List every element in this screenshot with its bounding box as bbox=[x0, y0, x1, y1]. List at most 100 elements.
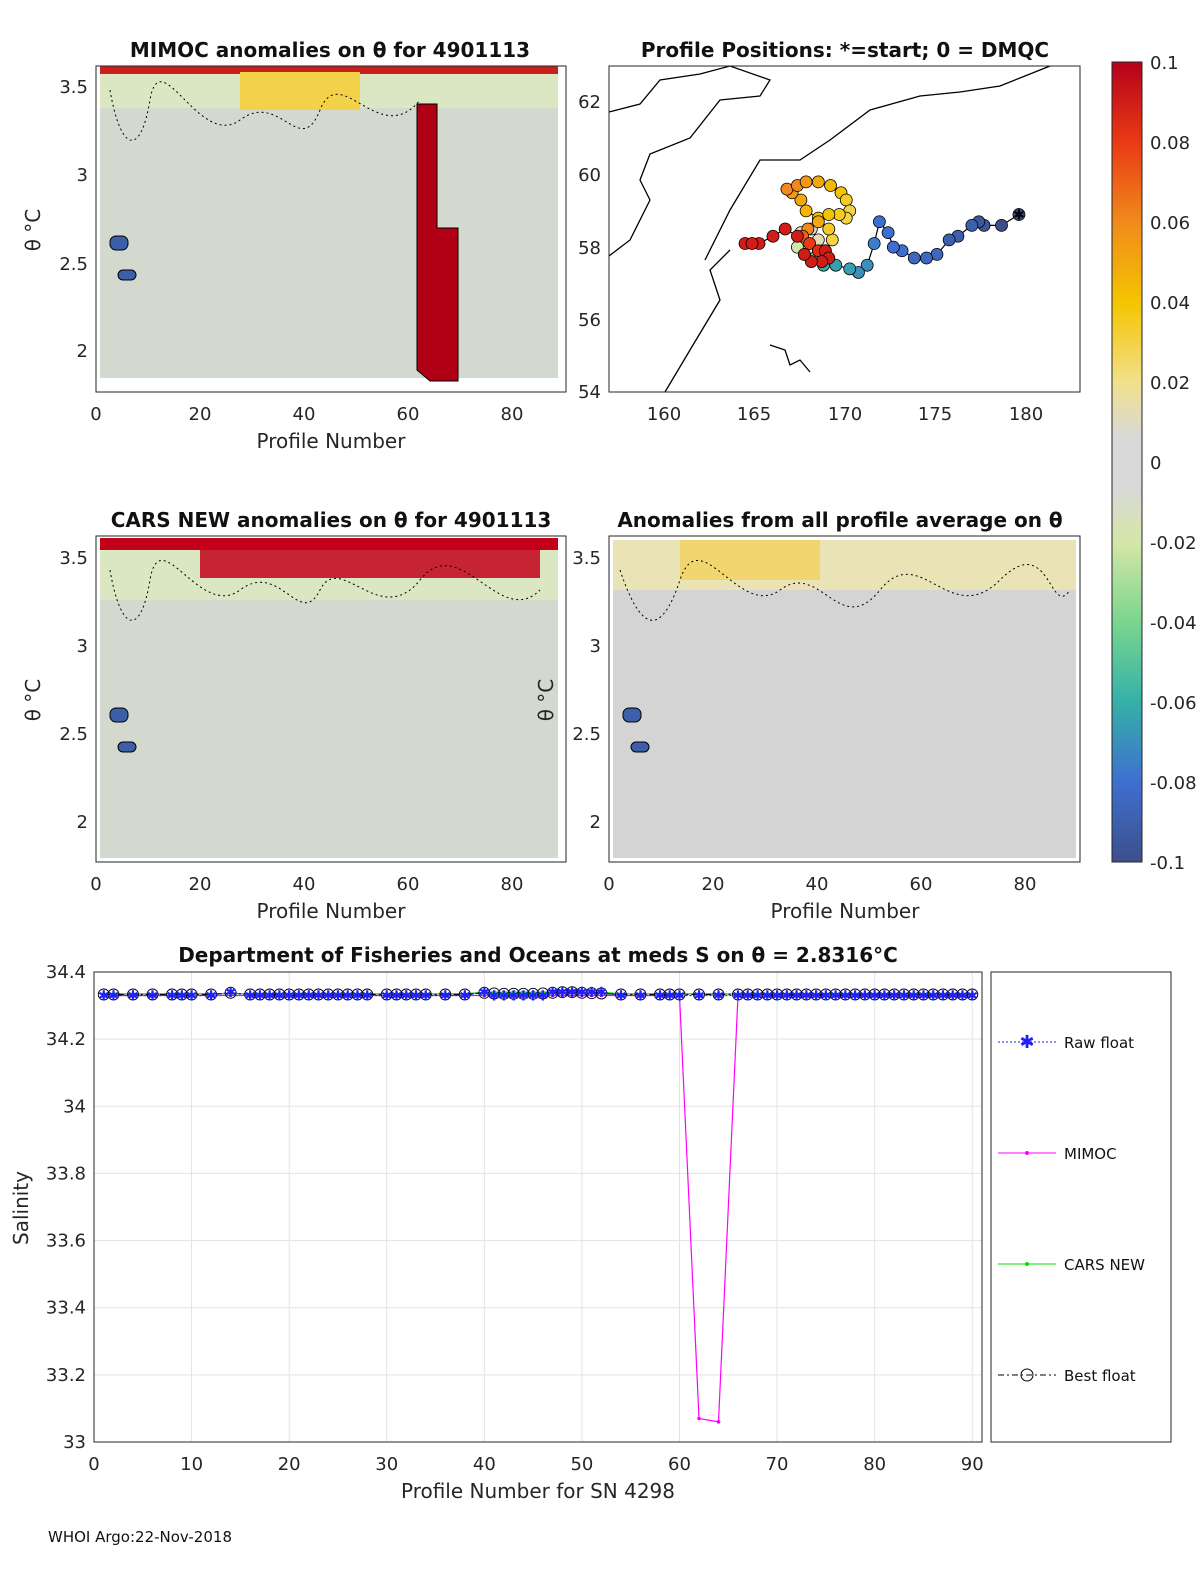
cars-axes-frame bbox=[95, 535, 567, 863]
x-tick: 0 bbox=[603, 874, 614, 895]
data-point bbox=[741, 988, 754, 1001]
avg-title: Anomalies from all profile average on θ bbox=[617, 508, 1062, 532]
data-point bbox=[185, 988, 198, 1001]
data-point bbox=[654, 988, 666, 1001]
data-point: ✱ bbox=[332, 989, 344, 1005]
data-point bbox=[585, 987, 598, 1000]
position-point bbox=[1012, 208, 1026, 221]
colorbar: 0.1 0.08 0.06 0.04 0.02 0 -0.02 -0.04 -0… bbox=[1111, 53, 1197, 874]
data-point bbox=[292, 988, 305, 1001]
position-point bbox=[942, 233, 956, 247]
data-point: ✱ bbox=[713, 989, 725, 1005]
cars-cold-patch-2 bbox=[117, 741, 137, 753]
data-point: ✱ bbox=[566, 985, 578, 1001]
data-point: ✱ bbox=[303, 989, 315, 1005]
data-point bbox=[868, 988, 881, 1001]
data-point: ✱ bbox=[771, 989, 783, 1005]
position-point bbox=[797, 247, 811, 261]
x-tick: 20 bbox=[278, 1454, 301, 1475]
data-point: ✱ bbox=[693, 989, 705, 1005]
x-tick: 175 bbox=[918, 404, 952, 425]
y-tick: 2.5 bbox=[59, 724, 88, 745]
data-point: ✱ bbox=[800, 989, 812, 1005]
coastline-kamchatka bbox=[664, 249, 731, 393]
data-point bbox=[511, 993, 516, 998]
position-point bbox=[791, 229, 804, 243]
x-tick: 165 bbox=[737, 404, 771, 425]
data-point: ✱ bbox=[517, 989, 529, 1005]
x-tick: 160 bbox=[647, 404, 681, 425]
position-point bbox=[824, 179, 837, 192]
salinity-xticks: 0 10 20 30 40 50 60 70 80 90 bbox=[88, 1454, 983, 1475]
data-point: ✱ bbox=[879, 989, 891, 1005]
data-point bbox=[634, 988, 647, 1001]
data-point bbox=[839, 988, 852, 1001]
data-point bbox=[419, 988, 432, 1001]
legend-entry-cars: CARS NEW bbox=[998, 1256, 1145, 1274]
x-tick: 0 bbox=[90, 404, 101, 425]
data-point: ✱ bbox=[313, 989, 325, 1005]
data-point bbox=[556, 986, 569, 999]
salinity-title: Department of Fisheries and Oceans at me… bbox=[178, 943, 898, 967]
position-point bbox=[811, 215, 825, 229]
data-point bbox=[888, 988, 901, 1001]
data-point bbox=[966, 988, 979, 1001]
data-point: ✱ bbox=[742, 989, 754, 1005]
legend-entry-best: Best float bbox=[998, 1367, 1136, 1385]
positions-title: Profile Positions: *=start; 0 = DMQC bbox=[641, 38, 1049, 62]
positions-yticks: 54 56 58 60 62 bbox=[578, 92, 601, 403]
legend-mimoc-label: MIMOC bbox=[1064, 1145, 1117, 1163]
data-point: ✱ bbox=[293, 989, 305, 1005]
salinity-series: ✱✱ ✱ ✱ ✱✱✱ ✱ ✱ ✱✱✱✱✱✱✱✱✱✱✱✱✱ ✱✱✱✱✱ ✱ ✱ ✱✱✱✱✱✱✱✱✱✱✱… bbox=[97, 985, 979, 1424]
mimoc-contours bbox=[109, 81, 421, 141]
x-tick: 180 bbox=[1009, 404, 1043, 425]
data-point bbox=[589, 993, 594, 998]
data-point bbox=[458, 988, 471, 1001]
cbar-tick: 0.06 bbox=[1150, 213, 1190, 234]
salinity-axes-bg bbox=[94, 972, 982, 1442]
position-point bbox=[860, 258, 874, 272]
legend-cars-label: CARS NEW bbox=[1064, 1256, 1145, 1274]
data-point bbox=[546, 986, 559, 999]
position-point bbox=[822, 222, 836, 236]
data-point bbox=[956, 988, 969, 1001]
data-point bbox=[302, 988, 315, 1001]
cars-ylabel: θ °C bbox=[21, 679, 45, 722]
data-point: ✱ bbox=[898, 989, 910, 1005]
position-point bbox=[803, 237, 817, 250]
x-tick: 40 bbox=[293, 404, 316, 425]
data-point bbox=[322, 988, 335, 1001]
data-point: ✱ bbox=[586, 985, 598, 1001]
data-point: ✱ bbox=[439, 989, 451, 1005]
data-point bbox=[800, 988, 813, 1001]
data-point bbox=[917, 988, 930, 1001]
data-point bbox=[502, 990, 506, 994]
data-point: ✱ bbox=[283, 989, 295, 1005]
data-point: ✱ bbox=[615, 989, 627, 1005]
positions-panel: Profile Positions: *=start; 0 = DMQC ✱ 1… bbox=[578, 38, 1081, 425]
positions-axes-bg bbox=[609, 66, 1080, 392]
mimoc-field bbox=[100, 68, 558, 378]
avg-contours bbox=[619, 560, 1071, 621]
position-point bbox=[965, 218, 979, 232]
data-point bbox=[897, 988, 910, 1001]
data-point bbox=[560, 993, 565, 998]
data-point: ✱ bbox=[957, 989, 969, 1005]
data-point bbox=[166, 988, 179, 1001]
y-tick: 3.5 bbox=[59, 548, 88, 569]
y-tick: 33.8 bbox=[46, 1163, 86, 1184]
data-point: ✱ bbox=[810, 989, 822, 1005]
y-tick: 2 bbox=[77, 341, 88, 362]
data-point: ✱ bbox=[342, 989, 354, 1005]
avg-warm-patch bbox=[680, 540, 820, 580]
data-point: ✱ bbox=[537, 989, 549, 1005]
position-point bbox=[839, 193, 853, 207]
commander-islands bbox=[769, 344, 811, 373]
x-tick: 90 bbox=[961, 1454, 984, 1475]
mimoc-ylabel: θ °C bbox=[21, 209, 45, 252]
y-tick: 2.5 bbox=[572, 724, 601, 745]
x-tick: 0 bbox=[88, 1454, 99, 1475]
data-point bbox=[507, 987, 520, 1000]
data-point bbox=[858, 988, 871, 1001]
x-tick: 20 bbox=[702, 874, 725, 895]
